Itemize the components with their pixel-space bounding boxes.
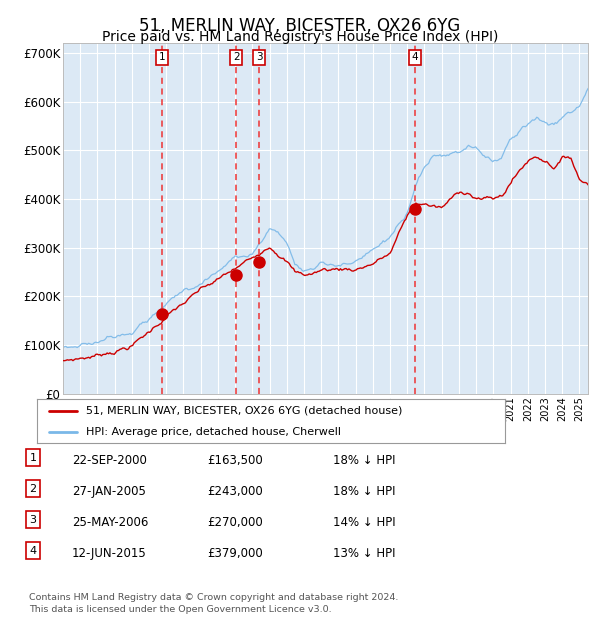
Text: £270,000: £270,000 xyxy=(207,516,263,529)
Text: 18% ↓ HPI: 18% ↓ HPI xyxy=(333,454,395,467)
Text: 51, MERLIN WAY, BICESTER, OX26 6YG: 51, MERLIN WAY, BICESTER, OX26 6YG xyxy=(139,17,461,35)
Text: 18% ↓ HPI: 18% ↓ HPI xyxy=(333,485,395,498)
Text: 3: 3 xyxy=(29,515,37,525)
Text: 1: 1 xyxy=(29,453,37,463)
Text: 3: 3 xyxy=(256,52,262,62)
Text: HPI: Average price, detached house, Cherwell: HPI: Average price, detached house, Cher… xyxy=(86,427,341,437)
Text: 13% ↓ HPI: 13% ↓ HPI xyxy=(333,547,395,560)
Text: £243,000: £243,000 xyxy=(207,485,263,498)
Text: 14% ↓ HPI: 14% ↓ HPI xyxy=(333,516,395,529)
Text: Contains HM Land Registry data © Crown copyright and database right 2024.
This d: Contains HM Land Registry data © Crown c… xyxy=(29,593,398,614)
Text: 2: 2 xyxy=(29,484,37,494)
Text: 4: 4 xyxy=(412,52,418,62)
Text: £379,000: £379,000 xyxy=(207,547,263,560)
Text: 51, MERLIN WAY, BICESTER, OX26 6YG (detached house): 51, MERLIN WAY, BICESTER, OX26 6YG (deta… xyxy=(86,405,403,416)
Text: £163,500: £163,500 xyxy=(207,454,263,467)
Text: 1: 1 xyxy=(158,52,165,62)
Text: 2: 2 xyxy=(233,52,239,62)
Text: Price paid vs. HM Land Registry's House Price Index (HPI): Price paid vs. HM Land Registry's House … xyxy=(102,30,498,44)
Text: 27-JAN-2005: 27-JAN-2005 xyxy=(72,485,146,498)
Text: 25-MAY-2006: 25-MAY-2006 xyxy=(72,516,148,529)
Text: 12-JUN-2015: 12-JUN-2015 xyxy=(72,547,147,560)
Text: 4: 4 xyxy=(29,546,37,556)
Text: 22-SEP-2000: 22-SEP-2000 xyxy=(72,454,147,467)
